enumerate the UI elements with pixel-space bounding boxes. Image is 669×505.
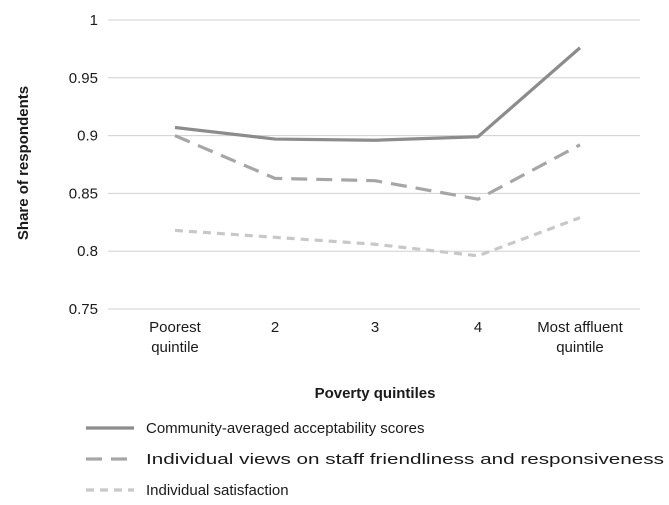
gridlines: [108, 19, 640, 310]
x-tick-label-line: Poorest: [149, 319, 202, 336]
x-tick-label-line: quintile: [556, 339, 604, 356]
x-tick-label-line: 4: [474, 319, 482, 336]
y-tick-label: 1: [90, 12, 98, 29]
y-tick-label: 0.9: [77, 128, 98, 145]
x-tick-label: 3: [371, 319, 379, 336]
x-tick-label: Most affluent quintile: [537, 319, 623, 356]
y-axis-title: Share of respondents: [15, 86, 32, 240]
series-line-1: [174, 46, 582, 142]
series-line-2: [174, 134, 581, 201]
x-tick-label: 2: [271, 319, 279, 336]
legend: Community-averaged acceptability scores I…: [86, 420, 664, 499]
x-tick-label-line: Most affluent: [537, 319, 623, 336]
x-axis-ticks: Poorest quintile 2 3 4 Most affluent quintile: [149, 319, 623, 356]
series-lines: [174, 46, 582, 258]
series-line-3: [174, 216, 581, 258]
y-tick-label: 0.85: [69, 185, 98, 202]
x-tick-label: 4: [474, 319, 482, 336]
x-tick-label: Poorest quintile: [149, 319, 202, 356]
y-tick-label: 0.8: [77, 243, 98, 260]
x-tick-label-line: quintile: [151, 339, 199, 356]
y-axis-ticks: 0.75 0.8 0.85 0.9 0.95 1: [69, 12, 98, 318]
legend-label: Individual views on staff friendliness a…: [146, 451, 664, 468]
x-tick-label-line: 2: [271, 319, 279, 336]
legend-label: Individual satisfaction: [146, 482, 289, 499]
y-tick-label: 0.75: [69, 301, 98, 318]
y-tick-label: 0.95: [69, 70, 98, 87]
x-tick-label-line: 3: [371, 319, 379, 336]
x-axis-title: Poverty quintiles: [315, 385, 436, 402]
legend-label: Community-averaged acceptability scores: [146, 420, 424, 437]
